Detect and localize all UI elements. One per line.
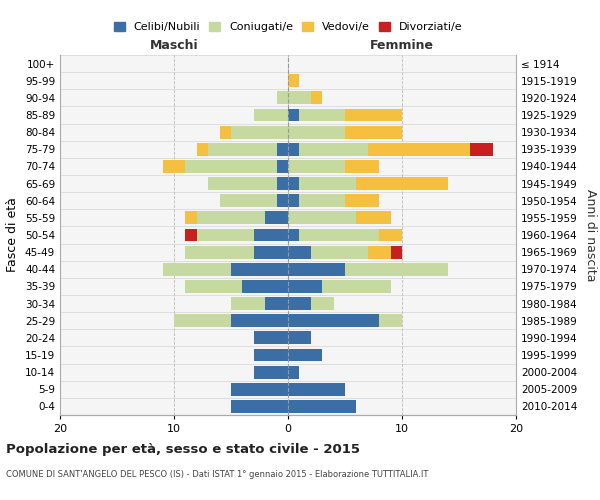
Bar bbox=[277, 143, 288, 156]
Bar bbox=[231, 383, 288, 396]
Bar bbox=[288, 177, 299, 190]
Bar bbox=[470, 143, 493, 156]
Bar bbox=[163, 160, 185, 173]
Bar bbox=[231, 400, 288, 413]
Bar bbox=[277, 92, 288, 104]
Bar bbox=[220, 194, 277, 207]
Bar bbox=[288, 383, 345, 396]
Bar bbox=[185, 280, 242, 293]
Bar bbox=[345, 160, 379, 173]
Bar bbox=[197, 228, 254, 241]
Bar bbox=[299, 194, 345, 207]
Bar bbox=[277, 177, 288, 190]
Bar bbox=[242, 280, 288, 293]
Bar bbox=[174, 314, 231, 327]
Bar bbox=[379, 314, 402, 327]
Bar bbox=[345, 263, 448, 276]
Bar bbox=[254, 246, 288, 258]
Text: Popolazione per età, sesso e stato civile - 2015: Popolazione per età, sesso e stato civil… bbox=[6, 442, 360, 456]
Bar bbox=[288, 126, 345, 138]
Y-axis label: Fasce di età: Fasce di età bbox=[7, 198, 19, 272]
Bar bbox=[163, 263, 231, 276]
Bar bbox=[288, 74, 299, 87]
Bar bbox=[185, 246, 254, 258]
Bar bbox=[254, 108, 288, 122]
Bar bbox=[231, 297, 265, 310]
Bar bbox=[254, 332, 288, 344]
Bar bbox=[288, 366, 299, 378]
Bar bbox=[288, 143, 299, 156]
Bar bbox=[345, 108, 402, 122]
Bar bbox=[299, 228, 379, 241]
Bar bbox=[208, 177, 277, 190]
Bar bbox=[288, 297, 311, 310]
Text: Maschi: Maschi bbox=[149, 38, 199, 52]
Bar bbox=[356, 177, 448, 190]
Bar bbox=[311, 246, 368, 258]
Bar bbox=[288, 332, 311, 344]
Bar bbox=[368, 143, 470, 156]
Text: Femmine: Femmine bbox=[370, 38, 434, 52]
Bar bbox=[299, 177, 356, 190]
Bar bbox=[391, 246, 402, 258]
Bar bbox=[277, 194, 288, 207]
Bar bbox=[356, 212, 391, 224]
Bar bbox=[288, 194, 299, 207]
Bar bbox=[288, 400, 356, 413]
Bar bbox=[288, 314, 379, 327]
Bar bbox=[345, 194, 379, 207]
Bar bbox=[265, 297, 288, 310]
Bar bbox=[379, 228, 402, 241]
Bar bbox=[288, 160, 345, 173]
Bar bbox=[231, 314, 288, 327]
Bar bbox=[288, 108, 299, 122]
Bar bbox=[311, 92, 322, 104]
Bar bbox=[254, 366, 288, 378]
Bar bbox=[288, 280, 322, 293]
Bar bbox=[299, 108, 345, 122]
Bar bbox=[288, 228, 299, 241]
Y-axis label: Anni di nascita: Anni di nascita bbox=[584, 188, 597, 281]
Bar bbox=[288, 92, 311, 104]
Bar bbox=[220, 126, 231, 138]
Bar bbox=[288, 246, 311, 258]
Bar bbox=[185, 228, 197, 241]
Text: COMUNE DI SANT'ANGELO DEL PESCO (IS) - Dati ISTAT 1° gennaio 2015 - Elaborazione: COMUNE DI SANT'ANGELO DEL PESCO (IS) - D… bbox=[6, 470, 428, 479]
Bar bbox=[288, 212, 356, 224]
Bar bbox=[185, 160, 277, 173]
Bar bbox=[288, 348, 322, 362]
Bar bbox=[197, 143, 208, 156]
Bar bbox=[311, 297, 334, 310]
Bar bbox=[208, 143, 277, 156]
Bar bbox=[197, 212, 265, 224]
Bar bbox=[254, 348, 288, 362]
Bar bbox=[299, 143, 368, 156]
Bar bbox=[231, 263, 288, 276]
Bar bbox=[277, 160, 288, 173]
Bar bbox=[288, 263, 345, 276]
Bar bbox=[254, 228, 288, 241]
Legend: Celibi/Nubili, Coniugati/e, Vedovi/e, Divorziati/e: Celibi/Nubili, Coniugati/e, Vedovi/e, Di… bbox=[109, 18, 467, 36]
Bar bbox=[345, 126, 402, 138]
Bar bbox=[265, 212, 288, 224]
Bar bbox=[185, 212, 197, 224]
Bar bbox=[231, 126, 288, 138]
Bar bbox=[368, 246, 391, 258]
Bar bbox=[322, 280, 391, 293]
